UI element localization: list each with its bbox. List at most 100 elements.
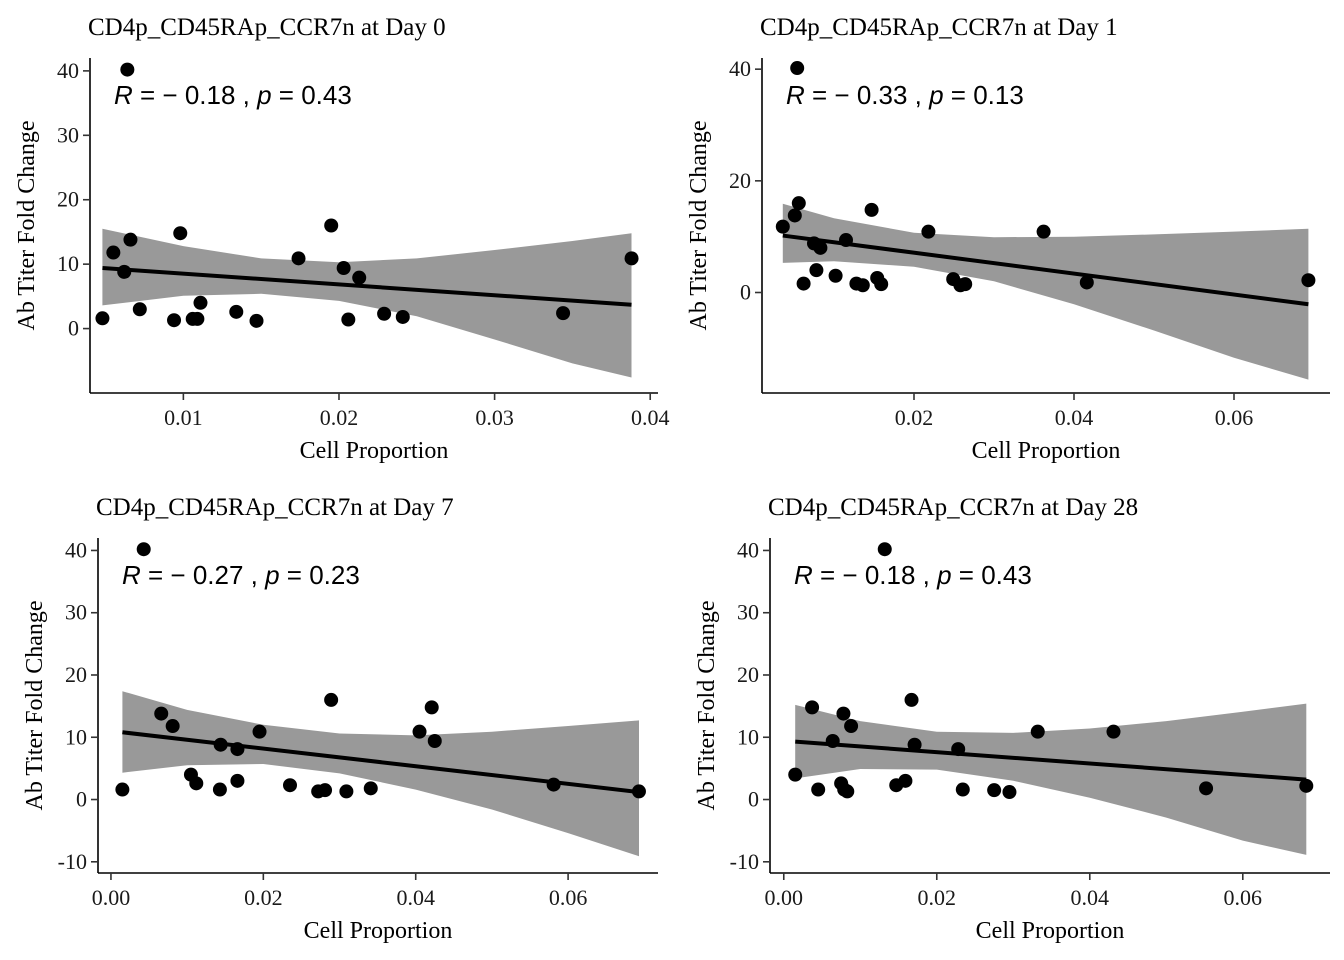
data-point [249, 313, 264, 328]
r-value: = − 0.18 , [813, 560, 937, 590]
data-point [352, 270, 367, 285]
y-tick-label: 20 [65, 662, 87, 687]
data-point [117, 264, 132, 279]
y-tick-label: 0 [740, 280, 751, 305]
y-tick-label: 30 [65, 600, 87, 625]
data-point [840, 784, 855, 799]
data-point [1079, 275, 1094, 290]
data-point [336, 261, 351, 276]
x-tick-label: 0.02 [244, 885, 283, 910]
x-tick-label: 0.04 [1055, 405, 1094, 430]
y-tick-label: 0 [76, 787, 87, 812]
data-point [844, 719, 859, 734]
data-point [341, 312, 356, 327]
data-point [106, 245, 121, 260]
y-tick-label: 0 [748, 787, 759, 812]
x-tick-label: 0.04 [631, 405, 670, 430]
data-point [165, 719, 180, 734]
data-point [811, 782, 826, 797]
data-point [904, 692, 919, 707]
r-symbol: R [122, 560, 141, 590]
data-point [788, 767, 803, 782]
data-point [955, 782, 970, 797]
data-point [958, 277, 973, 292]
data-point [120, 62, 135, 77]
data-point [791, 196, 806, 211]
p-symbol: p [264, 560, 279, 590]
data-point [825, 733, 840, 748]
data-point [1199, 781, 1214, 796]
correlation-annotation: R = − 0.18 , p = 0.43 [794, 560, 1032, 590]
data-point [427, 733, 442, 748]
correlation-annotation: R = − 0.18 , p = 0.43 [114, 80, 352, 110]
data-point [951, 742, 966, 757]
data-point [556, 306, 571, 321]
data-point [1030, 724, 1045, 739]
p-value: = 0.43 [272, 80, 352, 110]
y-axis-label: Ab Titer Fold Change [22, 600, 48, 810]
panel-title: CD4p_CD45RAp_CCR7n at Day 7 [96, 494, 454, 521]
data-point [377, 306, 392, 321]
y-tick-label: 40 [729, 56, 751, 81]
data-point [412, 724, 427, 739]
data-point [190, 311, 205, 326]
p-symbol: p [936, 560, 951, 590]
y-tick-label: 20 [737, 662, 759, 687]
x-tick-label: 0.00 [765, 885, 804, 910]
panel-4: CD4p_CD45RAp_CCR7n at Day 28 -10 0 10 20 30 40… [694, 494, 1330, 944]
data-point [324, 218, 339, 233]
data-point [855, 278, 870, 293]
data-point [809, 263, 824, 278]
data-point [775, 219, 790, 234]
x-axis-label: Cell Proportion [972, 438, 1121, 464]
y-tick-label: 0 [68, 316, 79, 341]
data-point [213, 737, 228, 752]
correlation-annotation: R = − 0.33 , p = 0.13 [786, 80, 1024, 110]
data-point [363, 781, 378, 796]
data-point [230, 773, 245, 788]
p-value: = 0.23 [280, 560, 360, 590]
data-point [874, 277, 889, 292]
y-tick-label: 40 [737, 537, 759, 562]
data-point [1106, 724, 1121, 739]
data-point [921, 224, 936, 239]
x-tick-label: 0.00 [92, 885, 131, 910]
r-symbol: R [114, 80, 133, 110]
data-point [907, 737, 922, 752]
y-axis-label: Ab Titer Fold Change [694, 600, 720, 810]
y-tick-label: 40 [65, 537, 87, 562]
x-axis-label: Cell Proportion [304, 918, 453, 944]
y-tick-label: 30 [737, 600, 759, 625]
data-point [123, 232, 138, 247]
x-tick-label: 0.02 [895, 405, 934, 430]
data-point [1002, 785, 1017, 800]
x-axis-label: Cell Proportion [976, 918, 1125, 944]
y-tick-label: 10 [57, 251, 79, 276]
data-point [898, 773, 913, 788]
data-point [1036, 224, 1051, 239]
r-symbol: R [786, 80, 805, 110]
y-tick-label: 10 [65, 724, 87, 749]
x-tick-label: 0.04 [1071, 885, 1110, 910]
data-point [136, 542, 151, 557]
y-tick-label: 10 [737, 724, 759, 749]
data-point [173, 226, 188, 241]
data-point [796, 276, 811, 291]
p-symbol: p [928, 80, 943, 110]
y-tick-label: -10 [58, 849, 87, 874]
confidence-band [795, 703, 1307, 855]
x-tick-label: 0.02 [918, 885, 957, 910]
y-axis-label: Ab Titer Fold Change [686, 120, 712, 330]
data-point [318, 783, 333, 798]
data-point [631, 784, 646, 799]
data-point [987, 783, 1002, 798]
data-point [229, 304, 244, 319]
data-point [193, 295, 208, 310]
regression-line [102, 266, 632, 307]
regression-line [782, 233, 1309, 307]
data-point [813, 240, 828, 255]
data-point [324, 692, 339, 707]
data-point [395, 309, 410, 324]
data-point [877, 542, 892, 557]
regression-line [795, 739, 1307, 782]
